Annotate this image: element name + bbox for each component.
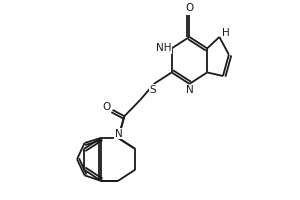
Text: N: N: [115, 129, 122, 139]
Text: O: O: [185, 3, 194, 13]
Text: H: H: [222, 28, 230, 38]
Text: N: N: [186, 85, 194, 95]
Text: O: O: [102, 102, 110, 112]
Text: NH: NH: [156, 43, 172, 53]
Text: S: S: [150, 85, 156, 95]
